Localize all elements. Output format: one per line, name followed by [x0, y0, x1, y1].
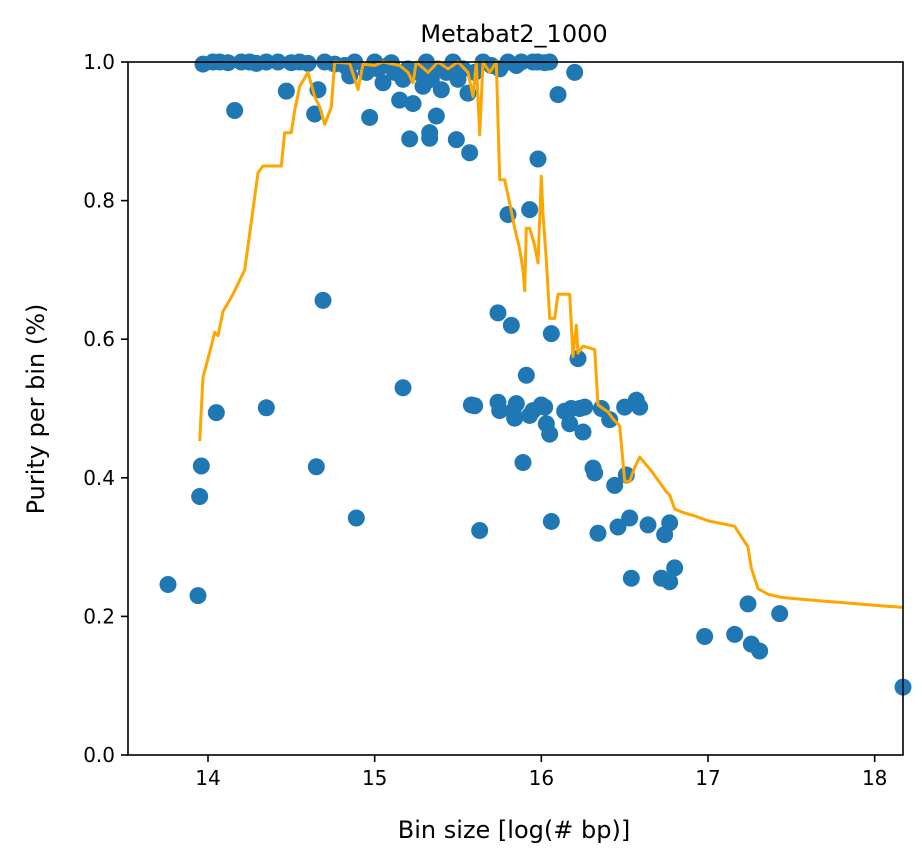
data-point: [191, 488, 209, 506]
data-point: [502, 316, 520, 334]
data-point: [159, 576, 177, 594]
data-point: [394, 379, 412, 397]
data-point: [361, 108, 379, 126]
trend-line: [198, 60, 904, 609]
data-point: [536, 398, 554, 416]
data-point: [506, 409, 524, 427]
data-point: [601, 411, 619, 429]
data-point: [771, 605, 789, 623]
data-point: [661, 514, 679, 532]
data-point: [574, 423, 592, 441]
x-tick-label: 18: [862, 766, 887, 790]
plot-frame: [127, 61, 904, 756]
data-point: [307, 458, 325, 476]
data-point: [306, 105, 324, 123]
data-point: [576, 398, 594, 416]
data-point: [314, 291, 332, 309]
data-point: [401, 130, 419, 148]
x-tick-label: 14: [195, 766, 220, 790]
data-point: [189, 587, 207, 605]
data-point: [404, 95, 422, 113]
y-axis-title: Purity per bin (%): [22, 304, 50, 515]
x-tick-label: 15: [362, 766, 387, 790]
data-point: [207, 404, 225, 422]
y-tick-label: 0.0: [83, 743, 115, 767]
chart-title: Metabat2_1000: [420, 20, 607, 48]
data-point: [226, 102, 244, 120]
data-point: [751, 642, 769, 660]
data-point: [589, 524, 607, 542]
data-point: [391, 91, 409, 109]
x-tick-label: 16: [529, 766, 554, 790]
y-tick-label: 0.8: [83, 189, 115, 213]
data-point: [726, 625, 744, 643]
y-tick-label: 0.6: [83, 327, 115, 351]
data-point: [639, 516, 657, 534]
data-point: [542, 512, 560, 530]
data-point: [696, 627, 714, 645]
data-point: [609, 518, 627, 536]
data-point: [507, 395, 525, 413]
data-point: [661, 573, 679, 591]
data-point: [257, 399, 275, 417]
data-point: [631, 398, 649, 416]
data-point: [566, 63, 584, 81]
data-point: [192, 457, 210, 475]
data-point: [517, 366, 535, 384]
data-point: [739, 595, 757, 613]
data-point: [299, 54, 317, 72]
data-point: [447, 131, 465, 149]
data-point: [421, 124, 439, 142]
data-point: [471, 521, 489, 539]
data-point: [541, 425, 559, 443]
data-point: [466, 397, 484, 415]
x-tick-label: 17: [695, 766, 720, 790]
data-point: [489, 304, 507, 322]
y-tick-label: 0.4: [83, 466, 115, 490]
data-point: [277, 82, 295, 100]
y-tick-label: 1.0: [83, 50, 115, 74]
data-point: [561, 415, 579, 433]
data-point: [586, 464, 604, 482]
data-point: [374, 74, 392, 92]
data-point: [621, 509, 639, 527]
data-point: [529, 150, 547, 168]
data-point: [666, 559, 684, 577]
data-point: [606, 476, 624, 494]
data-point: [427, 107, 445, 125]
data-point: [514, 454, 532, 472]
axes: 14 15 16 17 18 0.0 0.2 0.4 0.6 0.8 1.0: [83, 50, 904, 790]
line-series: [198, 60, 904, 609]
data-point: [347, 509, 365, 527]
data-point: [491, 402, 509, 420]
data-point: [461, 144, 479, 162]
data-point: [432, 81, 450, 99]
data-point: [549, 86, 567, 104]
data-point: [622, 569, 640, 587]
plot-area: [159, 53, 912, 696]
y-tick-label: 0.2: [83, 604, 115, 628]
data-point: [542, 325, 560, 343]
data-point: [521, 201, 539, 219]
x-axis-title: Bin size [log(# bp)]: [398, 816, 630, 844]
